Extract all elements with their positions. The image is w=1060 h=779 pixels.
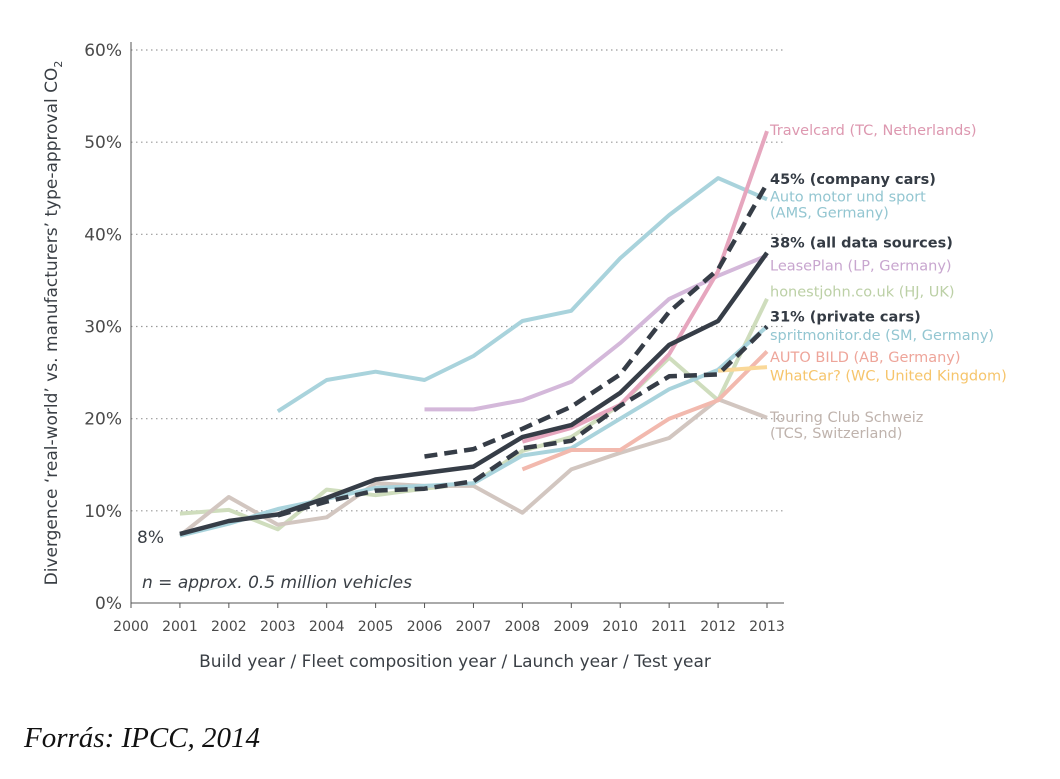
x-tick-label: 2013 xyxy=(749,619,785,635)
x-tick-label: 2008 xyxy=(505,619,541,635)
series-lines xyxy=(178,130,769,538)
source-caption: Forrás: IPCC, 2014 xyxy=(24,722,261,754)
x-tick-label: 2011 xyxy=(651,619,687,635)
chart: 0%10%20%30%40%50%60% 2000 2001 2002 2003 200… xyxy=(42,41,1007,672)
series-end-label-tc: Travelcard (TC, Netherlands) xyxy=(769,123,977,139)
y-tick-label: 20% xyxy=(84,410,122,430)
series-end-label-ams: Auto motor und sport xyxy=(770,190,926,206)
series-end-label-all: 38% (all data sources) xyxy=(770,236,953,252)
series-end-label-company: 45% (company cars) xyxy=(770,172,936,188)
y-tick-label: 30% xyxy=(84,318,122,338)
axes xyxy=(130,42,784,604)
x-tick-label: 2004 xyxy=(309,619,345,635)
series-line-all xyxy=(179,251,769,537)
series-line-tcs xyxy=(178,397,768,538)
series-end-label-ab: AUTO BILD (AB, Germany) xyxy=(770,350,961,366)
start-value-label: 8% xyxy=(137,528,164,548)
series-end-labels: Travelcard (TC, Netherlands) 45% (company… xyxy=(769,123,1007,442)
x-tick-label: 2012 xyxy=(700,619,736,635)
series-end-label-lp: LeasePlan (LP, Germany) xyxy=(770,259,952,275)
series-end-label-tcs: (TCS, Switzerland) xyxy=(770,426,902,442)
series-line-ab xyxy=(521,349,769,472)
series-line-company xyxy=(424,182,769,459)
series-line-sm xyxy=(179,325,769,538)
y-axis-title: Divergence ‘real-world’ vs. manufacturer… xyxy=(42,61,65,586)
series-end-label-tcs: Touring Club Schweiz xyxy=(769,410,923,426)
series-end-label-ams: (AMS, Germany) xyxy=(770,206,889,222)
y-tick-label: 10% xyxy=(84,502,122,522)
x-tick-label: 2005 xyxy=(358,619,394,635)
y-tick-labels: 0% 10% 20% 30% 40% 50% 60% xyxy=(84,41,122,614)
grid-lines xyxy=(131,49,784,512)
y-tick-label: 0% xyxy=(95,594,122,614)
y-tick-label: 40% xyxy=(84,225,122,245)
x-axis-title: Build year / Fleet composition year / La… xyxy=(199,652,711,672)
x-tick-labels: 2000 2001 2002 2003 2004 2005 2006 2007 2008 2009… xyxy=(113,603,785,635)
series-line-private xyxy=(277,324,769,518)
x-tick-label: 2001 xyxy=(162,619,198,635)
y-axis-title-main: Divergence ‘real-world’ vs. manufacturer… xyxy=(42,68,62,586)
series-line-ams xyxy=(276,176,768,413)
series-end-label-wc: WhatCar? (WC, United Kingdom) xyxy=(770,368,1007,384)
x-tick-label: 2000 xyxy=(113,619,149,635)
series-end-label-hj: honestjohn.co.uk (HJ, UK) xyxy=(770,284,955,300)
series-end-label-private: 31% (private cars) xyxy=(770,309,921,325)
x-tick-label: 2003 xyxy=(260,619,296,635)
x-tick-label: 2002 xyxy=(211,619,247,635)
series-end-label-sm: spritmonitor.de (SM, Germany) xyxy=(770,328,994,344)
sample-size-note: n = approx. 0.5 million vehicles xyxy=(142,573,412,593)
x-tick-label: 2006 xyxy=(407,619,443,635)
x-tick-label: 2007 xyxy=(456,619,492,635)
series-line-tc xyxy=(521,130,769,444)
y-tick-label: 60% xyxy=(84,41,122,61)
series-line-wc xyxy=(717,365,768,373)
x-tick-label: 2010 xyxy=(602,619,638,635)
y-tick-label: 50% xyxy=(84,133,122,153)
x-tick-label: 2009 xyxy=(553,619,589,635)
series-line-lp xyxy=(424,253,768,412)
y-axis-title-subscript: 2 xyxy=(52,61,65,68)
